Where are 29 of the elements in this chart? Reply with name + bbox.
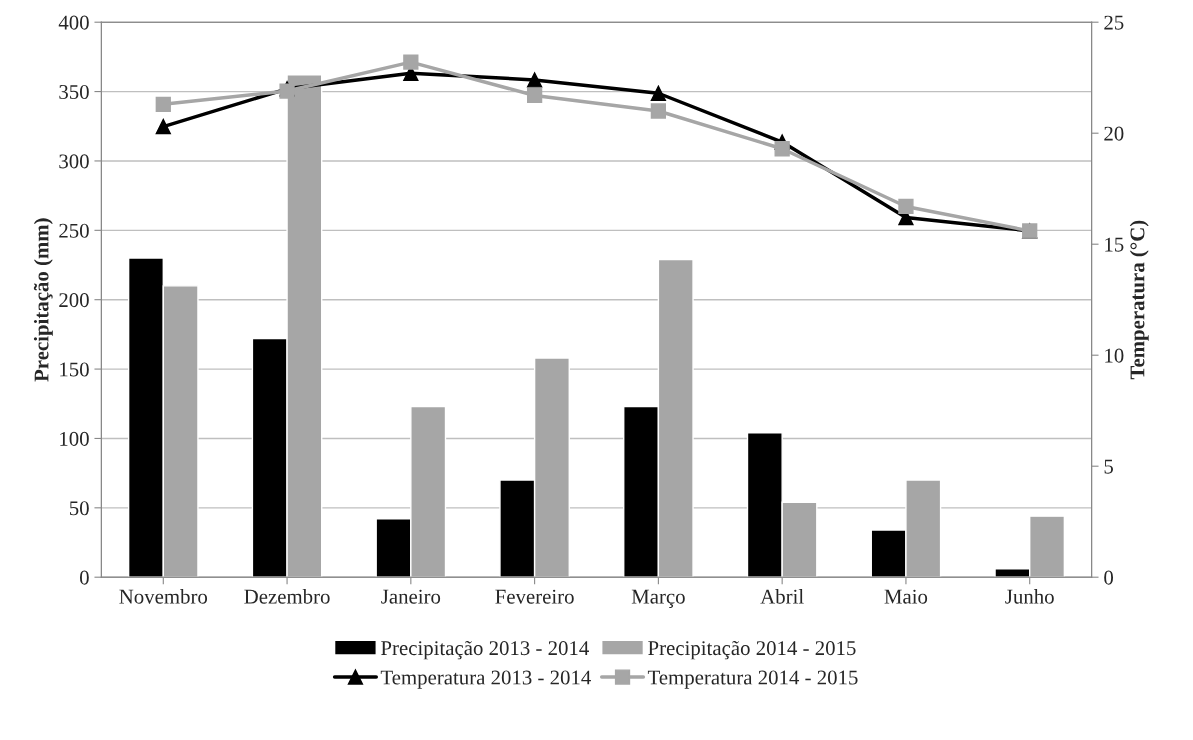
y-tick-label: 150: [60, 362, 89, 377]
y2-axis-title: Temperatura (°C): [1129, 220, 1149, 380]
x-tick-label: Maio: [884, 589, 928, 604]
y2-tick-label: 20: [1104, 126, 1124, 141]
y2-tick-label: 25: [1104, 15, 1124, 30]
y-tick-label: 0: [79, 570, 89, 585]
legend-label: Temperatura 2014 - 2015: [647, 670, 858, 689]
x-tick-label: Março: [631, 589, 685, 608]
legend-label: Temperatura 2013 - 2014: [380, 670, 591, 689]
y-tick-label: 50: [69, 501, 89, 516]
x-tick-label: Junho: [1005, 589, 1054, 604]
y-tick-label: 350: [59, 84, 89, 100]
y-tick-label: 200: [59, 293, 89, 308]
y2-tick-label: 0: [1104, 570, 1114, 585]
y-tick-label: 300: [59, 154, 89, 169]
y2-tick-label: 10: [1105, 348, 1124, 363]
y-tick-label: 400: [58, 15, 89, 30]
x-tick-label: Abril: [760, 589, 804, 604]
y-tick-label: 100: [60, 431, 89, 446]
y2-tick-label: 15: [1105, 237, 1124, 252]
x-tick-label: Dezembro: [244, 589, 330, 604]
y2-tick-label: 5: [1104, 459, 1113, 474]
x-tick-label: Fevereiro: [495, 589, 574, 604]
legend-label: Precipitação 2014 - 2015: [648, 640, 856, 660]
x-tick-label: Janeiro: [381, 589, 441, 604]
y-tick-label: 250: [59, 223, 89, 238]
y-axis-title: Precipitação (mm): [33, 218, 53, 382]
legend-label: Precipitação 2013 - 2014: [381, 640, 589, 660]
x-tick-label: Novembro: [119, 589, 208, 604]
